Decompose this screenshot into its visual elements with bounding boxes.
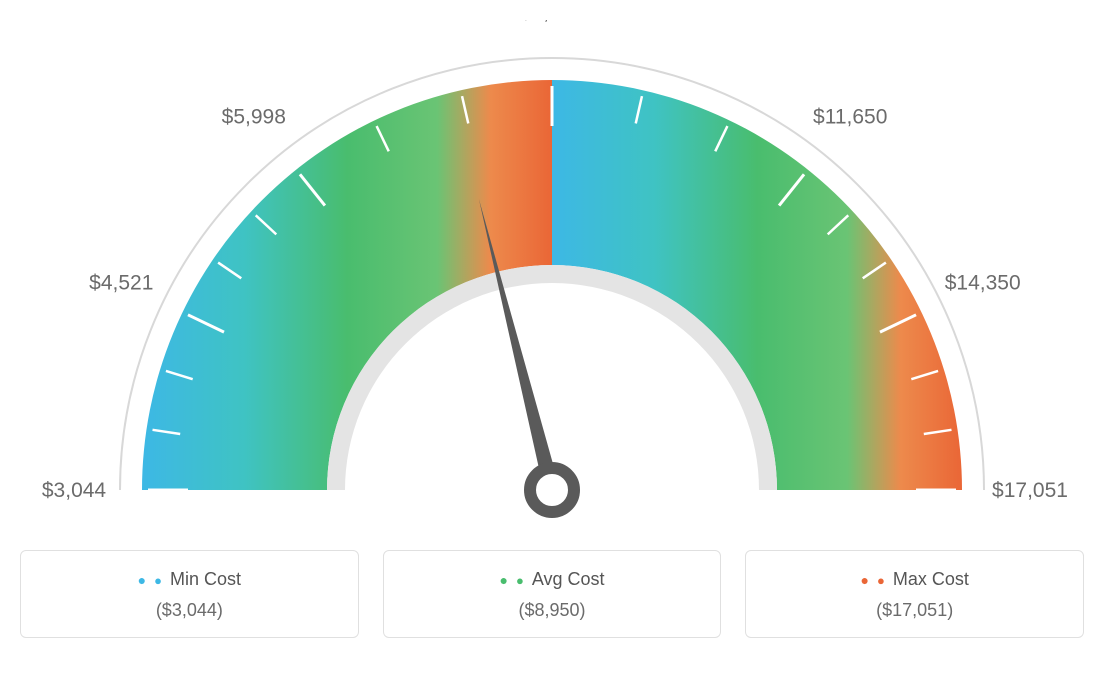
- gauge-tick-label: $14,350: [945, 272, 1021, 295]
- legend-value: ($8,950): [394, 600, 711, 621]
- legend-label: ●Avg Cost: [394, 569, 711, 590]
- gauge-tick-label: $8,950: [520, 20, 584, 24]
- legend-card-avg: ●Avg Cost ($8,950): [383, 550, 722, 638]
- gauge-needle-base: [530, 468, 574, 512]
- cost-gauge-chart: $3,044 $4,521 $5,998 $8,950 $11,650 $14,350 $1…: [20, 20, 1084, 638]
- gauge-tick-label: $17,051: [992, 479, 1068, 502]
- legend-label: ●Min Cost: [31, 569, 348, 590]
- legend-row: ●Min Cost ($3,044) ●Avg Cost ($8,950) ●Max C…: [20, 550, 1084, 638]
- legend-card-max: ●Max Cost ($17,051): [745, 550, 1084, 638]
- legend-card-min: ●Min Cost ($3,044): [20, 550, 359, 638]
- gauge-tick-label: $3,044: [42, 479, 107, 502]
- legend-label: ●Max Cost: [756, 569, 1073, 590]
- gauge-tick-label: $5,998: [222, 105, 286, 128]
- legend-value: ($3,044): [31, 600, 348, 621]
- gauge-area: $3,044 $4,521 $5,998 $8,950 $11,650 $14,350 $1…: [20, 20, 1084, 540]
- gauge-tick-label: $11,650: [813, 105, 887, 128]
- legend-value: ($17,051): [756, 600, 1073, 621]
- gauge-svg: $3,044 $4,521 $5,998 $8,950 $11,650 $14,350 $1…: [20, 20, 1084, 540]
- gauge-tick-label: $4,521: [89, 272, 153, 295]
